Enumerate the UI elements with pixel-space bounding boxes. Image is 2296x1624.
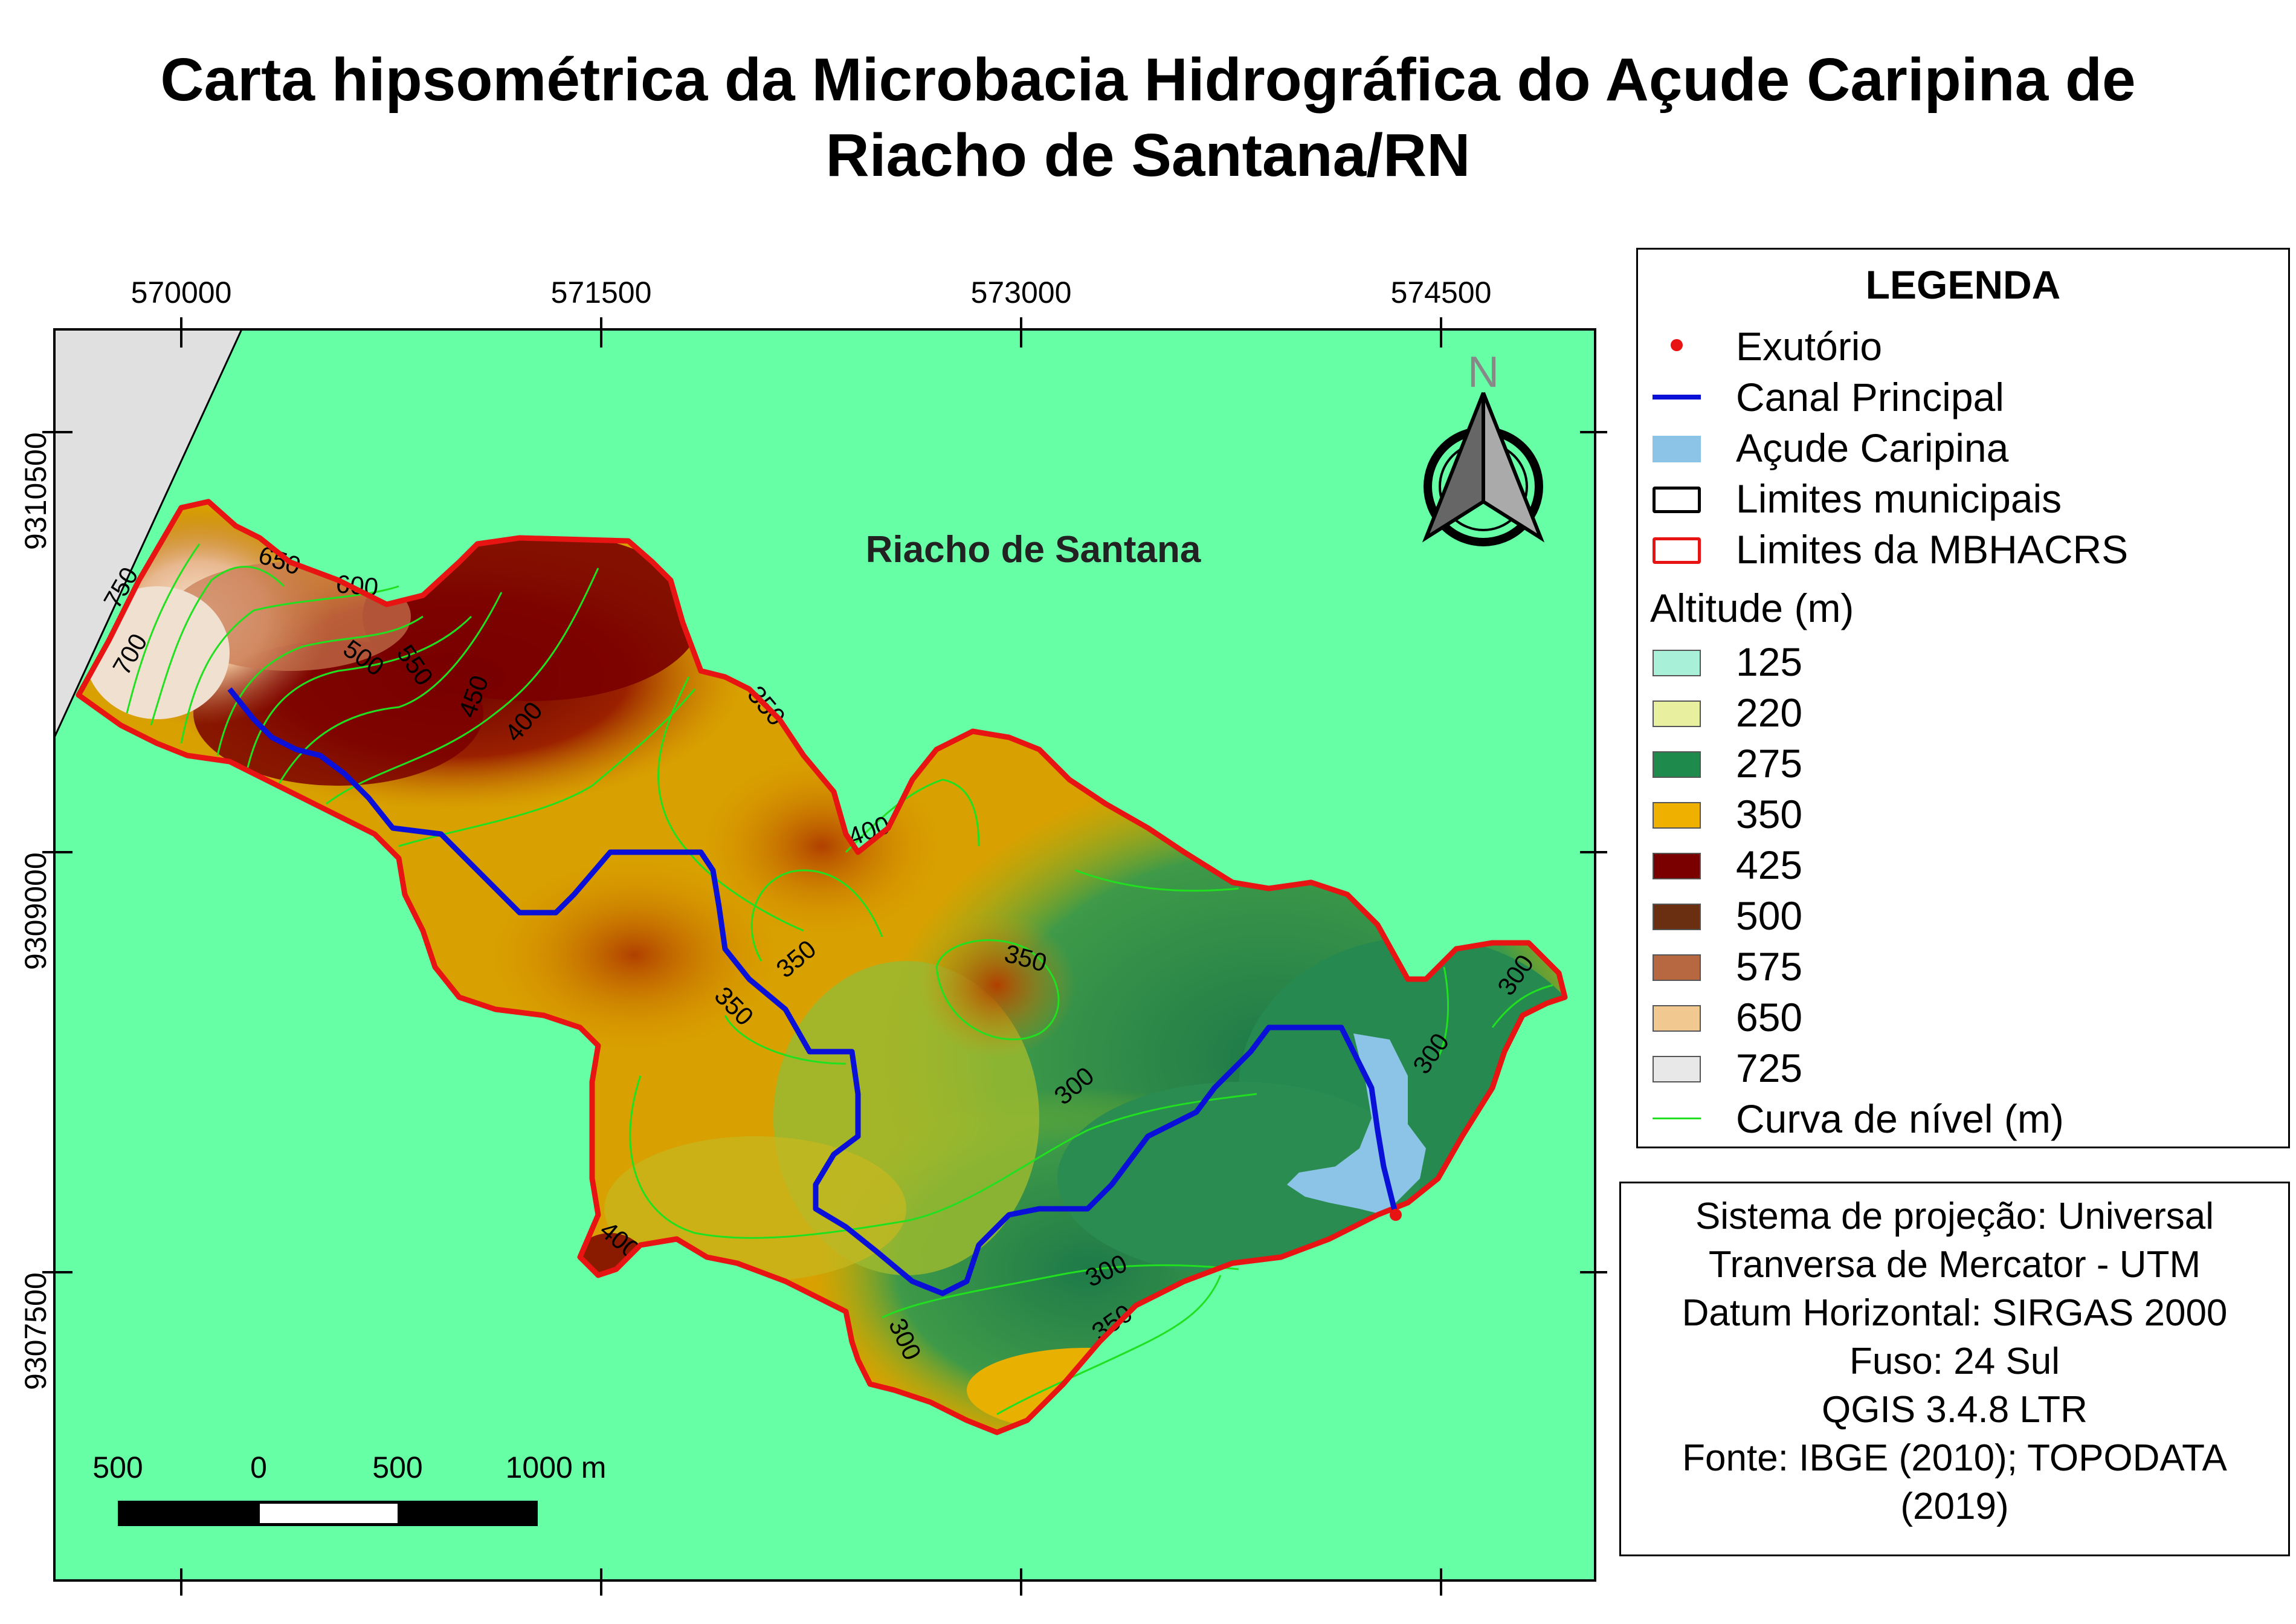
legend-altitude-575: 575	[1650, 941, 2278, 992]
legend-altitude-350: 350	[1650, 789, 2278, 839]
contour-line-icon	[1650, 1093, 1703, 1144]
north-letter: N	[1468, 348, 1499, 396]
info-line: Datum Horizontal: SIRGAS 2000	[1682, 1292, 2228, 1334]
info-line: Tranversa de Mercator - UTM	[1708, 1244, 2201, 1286]
outlet-point-icon	[1650, 321, 1703, 372]
municipal-boundary	[54, 329, 243, 738]
info-line: Sistema de projeção: Universal	[1695, 1195, 2214, 1237]
legend-label: Canal Principal	[1736, 375, 2004, 419]
map-title: Carta hipsométrica da Microbacia Hidrogr…	[0, 42, 2296, 193]
legend-altitude-650: 650	[1650, 992, 2278, 1043]
altitude-title: Altitude (m)	[1650, 586, 1854, 630]
legend-altitude-125: 125	[1650, 636, 2278, 687]
info-line: QGIS 3.4.8 LTR	[1822, 1389, 2088, 1431]
scale-bar: 500 0 500 1000 m	[92, 1451, 606, 1526]
reservoir-acude-caripina	[1287, 1034, 1426, 1215]
legend-item-channel: Canal Principal	[1650, 372, 2278, 422]
title-line-2: Riacho de Santana/RN	[825, 121, 1471, 189]
grid-ticks	[42, 317, 1607, 1596]
scale-label: 1000 m	[506, 1451, 607, 1484]
legend-label: 220	[1736, 690, 1803, 735]
grid-label-x-4: 574500	[1390, 276, 1492, 309]
legend-altitude-275: 275	[1650, 738, 2278, 789]
legend-label: 425	[1736, 843, 1803, 887]
info-line: Fuso: 24 Sul	[1849, 1341, 2060, 1382]
projection-info-box: Sistema de projeção: Universal Tranversa…	[1619, 1182, 2290, 1556]
altitude-swatch-icon	[1650, 941, 1703, 992]
legend-altitude-220: 220	[1650, 687, 2278, 738]
legend-label: 125	[1736, 639, 1803, 684]
scale-label: 0	[250, 1451, 267, 1484]
basin-boundary-mbhacrs	[76, 499, 1568, 1435]
altitude-swatch-icon	[1650, 636, 1703, 687]
legend-altitude-425: 425	[1650, 839, 2278, 890]
altitude-swatch-icon	[1650, 789, 1703, 839]
channel-line-icon	[1650, 372, 1703, 422]
legend-label: Açude Caripina	[1736, 425, 2009, 470]
north-arrow-icon: N	[1422, 348, 1545, 546]
altitude-swatch-icon	[1650, 992, 1703, 1043]
legend-label: 350	[1736, 792, 1803, 836]
legend-label: 575	[1736, 944, 1803, 989]
title-line-1: Carta hipsométrica da Microbacia Hidrogr…	[160, 46, 2136, 114]
legend-label: Curva de nível (m)	[1736, 1096, 2064, 1141]
basin-limit-swatch-icon	[1650, 524, 1703, 575]
legend-label: 500	[1736, 893, 1803, 938]
info-line: Fonte: IBGE (2010); TOPODATA	[1682, 1437, 2227, 1479]
municipal-limit-swatch-icon	[1650, 473, 1703, 524]
main-channel	[227, 687, 1399, 1296]
legend-item-contour: Curva de nível (m)	[1650, 1093, 2278, 1144]
grid-label-x-1: 570000	[131, 276, 232, 309]
altitude-swatch-icon	[1650, 839, 1703, 890]
map-frame	[53, 328, 1596, 1582]
scale-label: 500	[372, 1451, 422, 1484]
legend-item-reservoir: Açude Caripina	[1650, 422, 2278, 473]
altitude-swatch-icon	[1650, 738, 1703, 789]
legend-label: Exutório	[1736, 324, 1883, 369]
legend-title: LEGENDA	[1865, 262, 2061, 307]
grid-label-x-2: 571500	[550, 276, 652, 309]
legend-label: Limites da MBHACRS	[1736, 527, 2129, 572]
legend-item-municipal-limits: Limites municipais	[1650, 473, 2278, 524]
legend-altitude-500: 500	[1650, 890, 2278, 941]
altitude-swatch-icon	[1650, 687, 1703, 738]
grid-label-x-3: 573000	[970, 276, 1072, 309]
legend-label: 725	[1736, 1046, 1803, 1090]
legend-label: Limites municipais	[1736, 476, 2062, 521]
altitude-swatch-icon	[1650, 1043, 1703, 1093]
place-label-riacho-de-santana: Riacho de Santana	[866, 529, 1201, 571]
outlet-exutorio	[1390, 1209, 1402, 1221]
legend-panel: LEGENDA Exutório Canal Principal Açude C…	[1636, 248, 2290, 1148]
reservoir-swatch-icon	[1650, 422, 1703, 473]
info-line: (2019)	[1900, 1486, 2009, 1527]
altitude-swatch-icon	[1650, 890, 1703, 941]
legend-item-basin-limits: Limites da MBHACRS	[1650, 524, 2278, 575]
scale-label: 500	[92, 1451, 143, 1484]
legend-altitude-725: 725	[1650, 1043, 2278, 1093]
legend-label: 650	[1736, 995, 1803, 1040]
legend-item-outlet: Exutório	[1650, 321, 2278, 372]
legend-label: 275	[1736, 741, 1803, 786]
